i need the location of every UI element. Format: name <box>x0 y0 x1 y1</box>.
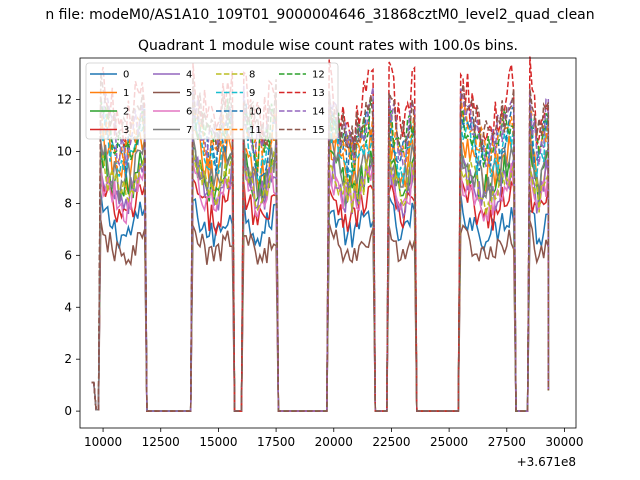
legend-label-12: 12 <box>312 70 325 81</box>
x-tick-label: 30000 <box>545 435 583 449</box>
series-line-8 <box>91 144 550 412</box>
x-tick-label: 20000 <box>315 435 353 449</box>
legend-label-1: 1 <box>123 88 129 99</box>
y-tick-label: 4 <box>64 300 72 314</box>
y-tick-label: 8 <box>64 196 72 210</box>
legend-label-6: 6 <box>186 107 192 118</box>
x-tick-label: 27500 <box>488 435 526 449</box>
legend-label-9: 9 <box>249 88 255 99</box>
legend-label-5: 5 <box>186 88 192 99</box>
y-tick-label: 0 <box>64 404 72 418</box>
series-line-0 <box>91 192 550 412</box>
series-line-14 <box>91 85 550 412</box>
x-tick-label: 17500 <box>257 435 295 449</box>
legend-label-7: 7 <box>186 125 192 136</box>
series-line-6 <box>91 161 550 412</box>
legend-label-8: 8 <box>249 70 255 81</box>
chart-title: Quadrant 1 module wise count rates with … <box>138 38 518 54</box>
legend-box <box>85 62 339 140</box>
legend-label-13: 13 <box>312 88 325 99</box>
legend-label-3: 3 <box>123 125 129 136</box>
x-tick-label: 10000 <box>84 435 122 449</box>
axes-frame <box>79 57 577 429</box>
series-line-12 <box>91 93 550 412</box>
y-tick-label: 2 <box>64 352 72 366</box>
legend-label-10: 10 <box>249 107 262 118</box>
series-line-15 <box>91 72 550 412</box>
x-tick-label: 15000 <box>199 435 237 449</box>
legend-label-0: 0 <box>123 70 129 81</box>
y-tick-label: 6 <box>64 248 72 262</box>
y-tick-label: 12 <box>57 93 72 107</box>
x-axis: 10000 12500 15000 17500 20000 22500 25000 27500… <box>84 428 584 449</box>
figure-suptitle: n file: modeM0/AS1A10_109T01_9000004646_… <box>45 7 594 23</box>
legend-label-14: 14 <box>312 107 325 118</box>
x-tick-label: 25000 <box>430 435 468 449</box>
legend-label-11: 11 <box>249 125 262 136</box>
series-line-7 <box>91 133 550 412</box>
x-offset-label: +3.671e8 <box>517 455 576 469</box>
legend-label-2: 2 <box>123 107 129 118</box>
y-axis: 0 2 4 6 8 10 12 <box>57 93 80 418</box>
series-line-5 <box>91 220 550 412</box>
legend-label-4: 4 <box>186 70 192 81</box>
x-tick-label: 22500 <box>372 435 410 449</box>
series-line-4 <box>91 149 550 412</box>
series-lines <box>91 56 550 412</box>
x-tick-label: 12500 <box>142 435 180 449</box>
series-line-3 <box>91 176 550 412</box>
y-tick-label: 10 <box>57 144 72 158</box>
legend-label-15: 15 <box>312 125 325 136</box>
